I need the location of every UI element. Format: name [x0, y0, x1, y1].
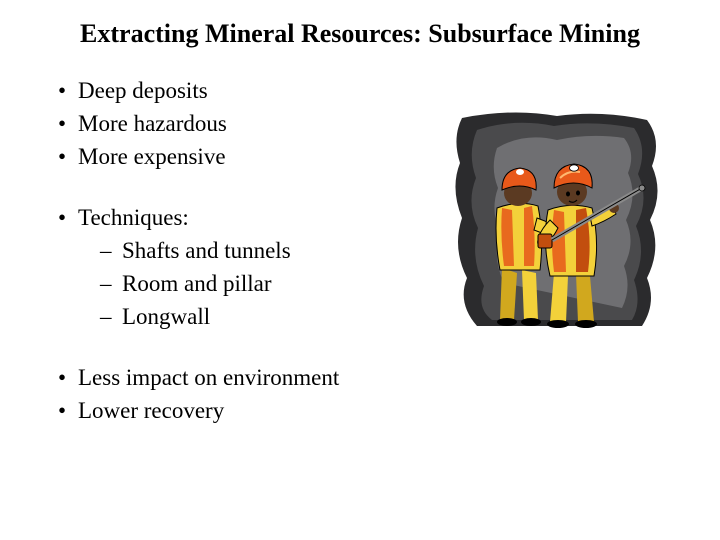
miners-svg — [442, 108, 672, 338]
slide-title: Extracting Mineral Resources: Subsurface… — [40, 18, 680, 51]
bullet-group-3: Less impact on environment Lower recover… — [40, 362, 680, 426]
spacer — [40, 334, 680, 362]
bullet-item: Deep deposits — [58, 75, 680, 106]
bullet-item: Lower recovery — [58, 395, 680, 426]
slide-container: Extracting Mineral Resources: Subsurface… — [0, 0, 720, 540]
bullet-label: Techniques: — [78, 205, 189, 230]
miners-illustration — [442, 108, 672, 338]
bullet-item: Less impact on environment — [58, 362, 680, 393]
